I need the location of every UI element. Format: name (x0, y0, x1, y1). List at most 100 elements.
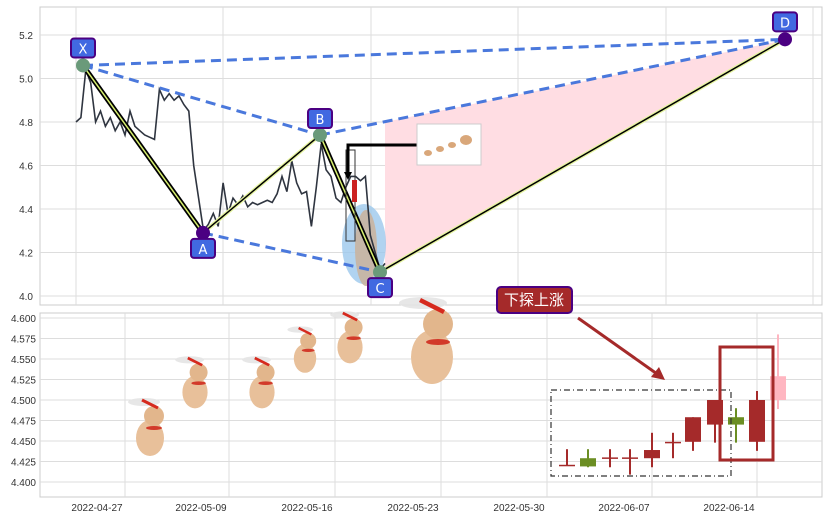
dashed-line-XB (82, 64, 321, 137)
point-label-box (772, 11, 798, 33)
dashed-line-AC (202, 231, 381, 274)
y-tick-label: 4.500 (11, 396, 36, 407)
helicopter (141, 398, 159, 410)
marker-bar (352, 180, 357, 202)
dog-icon (175, 356, 208, 409)
candle-body (749, 400, 765, 442)
y-tick-label: 4.2 (19, 249, 33, 260)
thumbnail-dogs (424, 135, 472, 156)
y-tick-label: 4.550 (11, 355, 36, 366)
dog-body (293, 344, 317, 373)
helicopter (254, 356, 270, 367)
y-tick-label: 4.450 (11, 437, 36, 448)
candle-body (728, 417, 744, 425)
y-tick-label: 4.8 (19, 118, 33, 129)
y-tick-label: 4.4 (19, 205, 33, 216)
annotation-text: 下探上涨 (504, 291, 564, 309)
candle-body (580, 458, 596, 467)
point-D (778, 32, 792, 47)
candle (559, 449, 575, 467)
helicopter (298, 326, 312, 336)
helicopter (418, 297, 446, 315)
highlight-box (718, 345, 775, 462)
helicopter (187, 356, 203, 367)
y-tick-label: 4.0 (19, 292, 33, 303)
candle-body (665, 441, 681, 444)
dog-body (249, 376, 275, 409)
x-tick-label: 2022-05-16 (281, 503, 333, 514)
x-tick-label: 2022-05-23 (387, 503, 439, 514)
dog-head (144, 406, 164, 426)
dog-collar (258, 381, 273, 385)
leg-inner-XA (82, 65, 204, 234)
dashed-line-XD (82, 37, 786, 67)
point-label: C (375, 282, 384, 297)
candle-body (559, 464, 575, 467)
candle (644, 432, 660, 468)
annotation-arrow (577, 316, 661, 378)
y-tick-label: 5.2 (19, 31, 33, 42)
dog-body (337, 331, 363, 364)
candle (665, 432, 681, 459)
point-label: D (780, 16, 790, 31)
dog-collar (346, 336, 361, 340)
point-label-box (367, 277, 393, 299)
candle (580, 449, 596, 468)
point-label: X (79, 42, 88, 57)
candle-body (602, 457, 618, 459)
candle (622, 449, 638, 475)
point-label-box (307, 108, 333, 130)
dog-icon (242, 356, 275, 409)
dog-collar (191, 381, 206, 385)
dog-collar (426, 339, 450, 345)
y-tick-label: 4.6 (19, 162, 33, 173)
price-line (75, 69, 386, 272)
y-tick-label: 4.475 (11, 417, 36, 428)
dog-head (256, 363, 275, 382)
helicopter (342, 311, 358, 322)
y-tick-label: 4.525 (11, 376, 36, 387)
y-tick-label: 4.575 (11, 335, 36, 346)
point-C (373, 265, 387, 280)
point-A (196, 225, 210, 240)
annotation-box (496, 286, 573, 314)
pointer-arrow (346, 143, 417, 172)
range-box (550, 389, 732, 477)
dog-collar (301, 348, 315, 352)
y-tick-label: 5.0 (19, 75, 33, 86)
dog-body (182, 376, 208, 409)
x-tick-label: 2022-05-09 (175, 503, 227, 514)
candle (749, 390, 765, 451)
dog-head (344, 318, 363, 337)
candle-body (622, 457, 638, 459)
x-tick-label: 2022-06-07 (598, 503, 650, 514)
dog-head (423, 309, 453, 339)
dog-body (411, 330, 453, 384)
dog-body (136, 420, 164, 456)
dog-head (300, 332, 317, 349)
leg-CD (379, 38, 786, 273)
dog-head (189, 363, 208, 382)
annotation-arrow-head (651, 367, 665, 380)
x-tick-label: 2022-06-14 (703, 503, 755, 514)
leg-inner-BC (319, 134, 381, 273)
candle-body (644, 450, 660, 459)
pointer-arrow-head (344, 172, 352, 180)
candle (685, 417, 701, 451)
point-B (313, 128, 327, 143)
leg-AB (202, 134, 321, 234)
dog-icon (287, 326, 317, 373)
dog-icon (330, 311, 363, 364)
y-tick-label: 4.425 (11, 458, 36, 469)
candle (602, 449, 618, 468)
point-label: A (199, 243, 208, 258)
point-label: B (316, 113, 325, 128)
dog-icon (128, 398, 164, 456)
decorative-dogs (128, 297, 453, 456)
point-label-box (190, 237, 216, 259)
y-tick-label: 4.400 (11, 478, 36, 489)
dog-icon (399, 297, 453, 384)
candle (728, 408, 744, 443)
y-tick-label: 4.600 (11, 314, 36, 325)
point-label-box (70, 37, 96, 59)
